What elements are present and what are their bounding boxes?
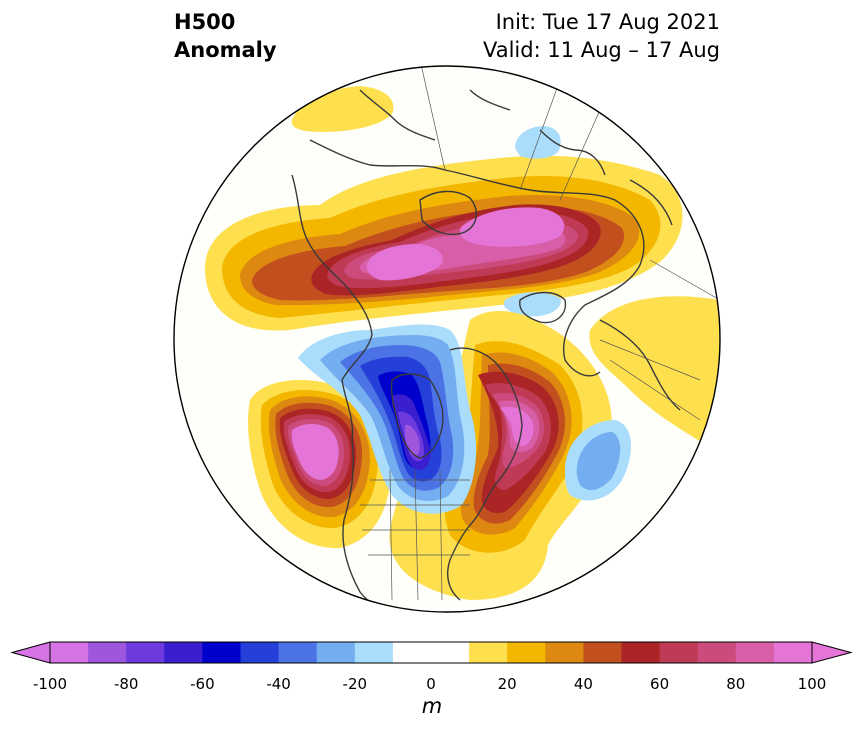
colorbar-tick-label: -100 <box>32 675 68 693</box>
anomaly-mediterranean <box>515 126 561 159</box>
colorbar-segment <box>621 642 661 663</box>
map-title: H500 Anomaly <box>174 8 277 64</box>
colorbar-frame <box>49 641 813 664</box>
colorbar-tick-label: 0 <box>426 675 436 693</box>
anomaly-central-asia <box>503 292 561 317</box>
colorbar-left-extension <box>10 641 51 664</box>
colorbar-segment <box>697 642 737 663</box>
anomaly-eurasia <box>205 155 683 331</box>
title-line-1: H500 <box>174 10 236 34</box>
colorbar-segment <box>431 642 470 663</box>
colorbar-tick-label: 60 <box>650 675 670 693</box>
colorbar-tick-label: 80 <box>726 675 746 693</box>
colorbar-segment <box>240 642 280 663</box>
coastlines <box>291 89 681 612</box>
colorbar-right-extension <box>811 641 853 664</box>
run-info: Init: Tue 17 Aug 2021 Valid: 11 Aug – 17… <box>483 8 720 64</box>
colorbar-tick-label: 40 <box>573 675 593 693</box>
colorbar-segment <box>545 642 584 663</box>
colorbar-segment <box>773 642 813 663</box>
colorbar-segment <box>469 642 508 663</box>
anomaly-gulf-of-alaska <box>248 380 392 549</box>
colorbar-segment <box>392 642 432 663</box>
colorbar-segment <box>50 642 89 663</box>
colorbar-segment <box>164 642 203 663</box>
polar-map <box>173 65 721 613</box>
colorbar-unit: m <box>421 694 443 718</box>
colorbar <box>10 641 853 664</box>
colorbar-segment <box>126 642 165 663</box>
colorbar-tick-label: -80 <box>113 675 139 693</box>
colorbar-segment <box>735 642 775 663</box>
colorbar-tick-label: 100 <box>797 675 827 693</box>
map-boundary <box>173 65 721 613</box>
colorbar-segment <box>659 642 699 663</box>
colorbar-segment <box>316 642 356 663</box>
anomaly-pacific-edge <box>589 296 720 460</box>
colorbar-segment <box>354 642 394 663</box>
valid-label: Valid: 11 Aug – 17 Aug <box>482 38 720 62</box>
colorbar-tick-label: 20 <box>497 675 517 693</box>
borders <box>360 66 720 601</box>
colorbar-tick-label: -40 <box>266 675 291 693</box>
colorbar-segment <box>278 642 318 663</box>
anomaly-north-atlantic <box>565 420 632 501</box>
title-line-2: Anomaly <box>174 38 277 62</box>
init-label: Init: Tue 17 Aug 2021 <box>495 10 720 34</box>
colorbar-segment <box>202 642 241 663</box>
colorbar-segment <box>507 642 546 663</box>
colorbar-tick-label: -60 <box>190 675 215 693</box>
colorbar-segment <box>88 642 127 663</box>
colorbar-tick-label: -20 <box>342 675 368 693</box>
colorbar-segment <box>583 642 622 663</box>
